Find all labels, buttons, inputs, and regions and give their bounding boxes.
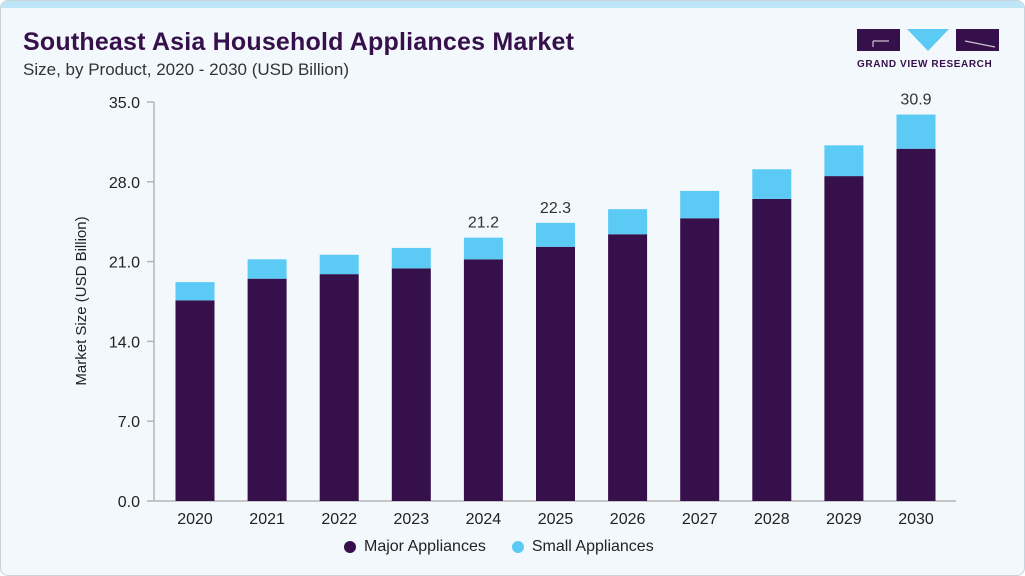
bar-major-2020 [175, 300, 215, 501]
y-tick-label: 0.0 [118, 494, 140, 511]
x-tick-label: 2026 [610, 511, 646, 528]
bar-small-2024 [463, 237, 503, 260]
x-tick-label: 2025 [538, 511, 574, 528]
bar-major-2024 [463, 259, 503, 501]
legend-item-major: Major Appliances [344, 538, 486, 556]
bar-major-2029 [824, 176, 864, 501]
legend-swatch-major [344, 541, 356, 553]
bar-small-2028 [752, 169, 792, 199]
y-tick-label: 14.0 [109, 334, 140, 351]
x-tick-label: 2027 [682, 511, 718, 528]
bar-major-2023 [391, 268, 431, 501]
legend-item-small: Small Appliances [511, 538, 654, 556]
x-tick-label: 2028 [754, 511, 790, 528]
bar-small-2022 [319, 254, 359, 275]
bar-major-2027 [680, 218, 720, 501]
legend: Major Appliances Small Appliances [344, 538, 654, 556]
top-accent-strip [1, 1, 1024, 8]
bar-major-2022 [319, 274, 359, 501]
bar-major-2028 [752, 198, 792, 501]
bar-small-2026 [608, 209, 648, 235]
bar-small-2021 [247, 259, 287, 279]
bar-small-2025 [536, 222, 575, 247]
data-label-2024: 21.2 [468, 215, 499, 232]
x-tick-label: 2030 [898, 511, 934, 528]
y-tick-label: 28.0 [109, 175, 140, 192]
x-tick-label: 2023 [394, 511, 430, 528]
legend-swatch-small [511, 541, 524, 553]
y-tick-label: 21.0 [109, 255, 140, 272]
legend-label-small: Small Appliances [531, 538, 654, 555]
chart-subtitle: Size, by Product, 2020 - 2030 (USD Billi… [23, 60, 349, 79]
data-label-2030: 30.9 [900, 92, 931, 109]
legend-label-major: Major Appliances [364, 538, 486, 555]
bar-major-2030 [896, 148, 936, 502]
x-tick-label: 2021 [249, 511, 285, 528]
bar-major-2026 [608, 234, 648, 502]
y-tick-label: 35.0 [109, 95, 140, 112]
bar-small-2029 [824, 145, 864, 177]
x-tick-label: 2024 [466, 511, 502, 528]
chart-title: Southeast Asia Household Appliances Mark… [23, 28, 575, 56]
logo-text: GRAND VIEW RESEARCH [857, 59, 993, 70]
bar-small-2030 [896, 114, 936, 149]
y-axis-label: Market Size (USD Billion) [73, 216, 90, 385]
x-tick-label: 2020 [177, 511, 213, 528]
data-label-2025: 22.3 [540, 200, 571, 217]
y-tick-label: 7.0 [118, 414, 140, 431]
bar-major-2021 [247, 278, 287, 501]
bar-small-2027 [680, 190, 720, 219]
x-tick-label: 2022 [321, 511, 357, 528]
bar-small-2023 [391, 247, 431, 269]
grand-view-research-logo-icon [857, 29, 999, 51]
x-tick-label: 2029 [826, 511, 862, 528]
bar-small-2020 [175, 282, 215, 301]
bar-major-2025 [536, 246, 575, 501]
